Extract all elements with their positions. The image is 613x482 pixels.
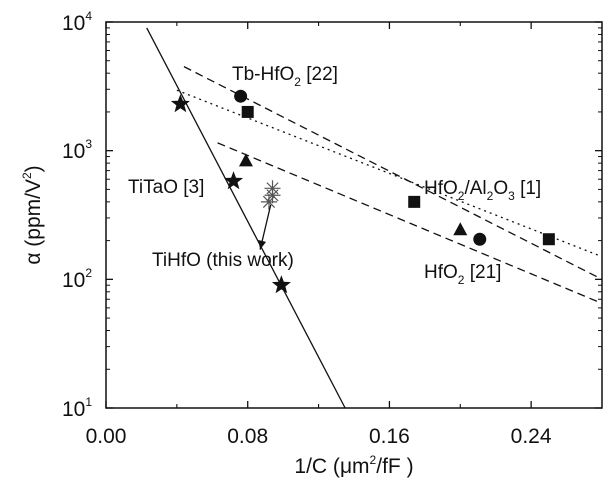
y-axis-title: α (ppm/V2) <box>20 165 45 264</box>
fit-line-dashed-2 <box>217 142 603 305</box>
y-tick-label-3: 104 <box>62 9 92 35</box>
x-tick-label-3: 0.24 <box>511 425 552 448</box>
asterisk-marker-2-stroke <box>266 189 279 202</box>
annotation-tb-hfo2: Tb-HfO2 [22] <box>232 64 338 89</box>
annotation-titao: TiTaO [3] <box>128 177 204 198</box>
x-tick-label-1: 0.08 <box>227 425 268 448</box>
square-marker-1 <box>408 195 421 208</box>
circle-marker-1 <box>473 232 487 246</box>
triangle-marker-1 <box>453 222 468 236</box>
star-marker-2 <box>271 275 291 294</box>
square-marker-2 <box>542 233 555 246</box>
annotation-hfo2: HfO2 [21] <box>424 262 501 287</box>
x-axis-title: 1/C (μm2/fF ) <box>294 453 413 478</box>
x-tick-label-0: 0.00 <box>86 425 127 448</box>
annotation-tihfo: TiHfO (this work) <box>152 250 294 271</box>
triangle-marker-0 <box>238 153 253 167</box>
data-markers <box>170 89 555 294</box>
square-marker-0 <box>241 105 254 118</box>
circle-marker-0 <box>234 89 248 103</box>
tihfo-arrow-head <box>258 240 267 250</box>
fit-line-solid-0 <box>146 27 346 409</box>
y-tick-label-2: 103 <box>62 137 92 163</box>
asterisk-marker-2 <box>264 187 281 204</box>
fit-line-dashed-1 <box>183 66 603 280</box>
star-marker-1 <box>224 171 244 190</box>
annotation-hfo2-al2o3: HfO2/Al2O3 [1] <box>424 178 541 203</box>
axis-ticks <box>105 21 602 409</box>
fit-line-dotted-3 <box>176 89 603 258</box>
y-tick-label-1: 102 <box>62 266 92 292</box>
asterisk-marker-1 <box>260 193 277 210</box>
x-tick-label-2: 0.16 <box>369 425 410 448</box>
star-marker-0 <box>170 94 190 113</box>
fit-lines <box>146 27 603 409</box>
plot-frame <box>105 21 603 409</box>
y-tick-label-0: 101 <box>62 395 92 421</box>
